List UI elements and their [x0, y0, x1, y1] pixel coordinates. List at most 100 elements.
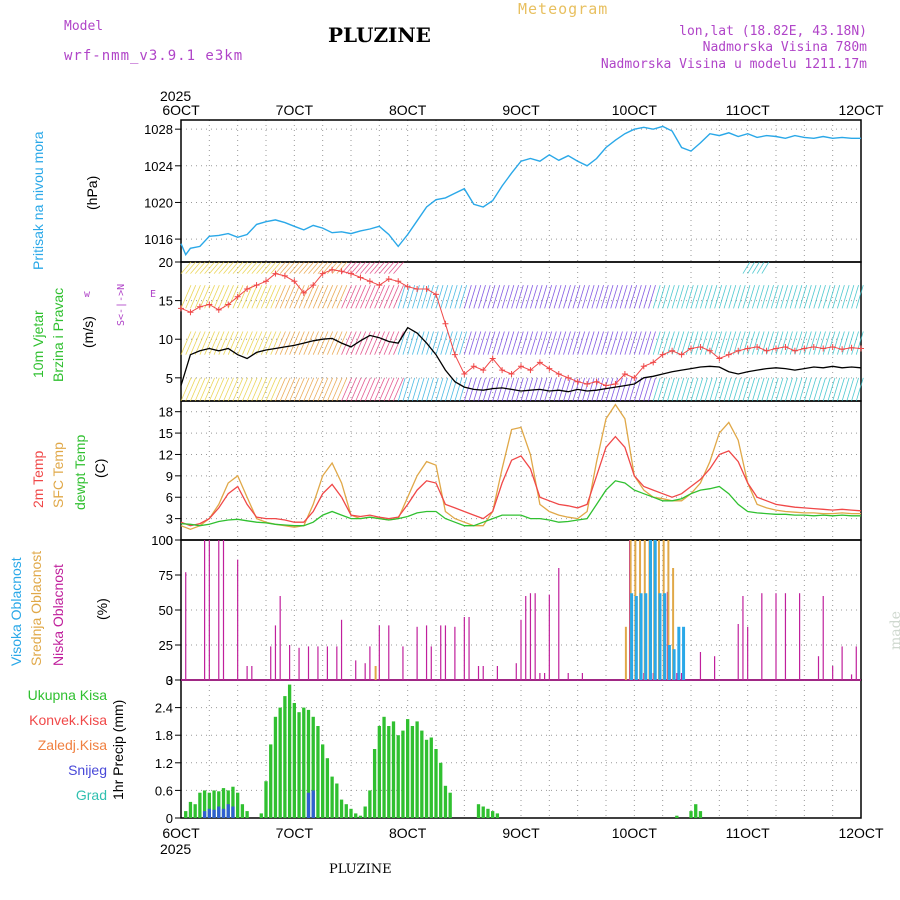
wind-barb	[199, 377, 211, 402]
wind-gust-marker	[366, 278, 373, 285]
wind-barb	[837, 331, 845, 355]
wind-barb	[520, 377, 529, 402]
wind-barb	[534, 331, 543, 355]
wind-barb	[676, 331, 685, 355]
wind-barb	[548, 285, 557, 309]
wind-barb	[473, 285, 482, 309]
wind-barb	[336, 285, 348, 309]
wind-barb	[468, 285, 477, 309]
wind-barb	[397, 331, 406, 355]
wind-barb	[374, 331, 385, 355]
wind-barb	[194, 261, 206, 274]
wind-barb	[331, 261, 343, 274]
wind-barb	[841, 285, 850, 309]
convective-precip-bar	[221, 808, 226, 818]
wind-barb	[676, 285, 685, 309]
total-precip-bar	[401, 730, 405, 818]
wind-barb	[605, 377, 614, 402]
wind-barb	[317, 285, 329, 309]
wind-barb	[383, 377, 395, 402]
wind-gust-marker	[631, 374, 638, 381]
wind-gust-marker	[300, 289, 307, 296]
total-precip-bar	[391, 721, 396, 818]
wind-barb	[558, 331, 567, 355]
wind-gust-marker	[659, 351, 666, 358]
wind-gust-marker	[858, 345, 864, 352]
station-elevation: Nadmorska Visina 780m	[702, 40, 867, 55]
wind-barb	[766, 377, 774, 402]
wind-barb	[667, 331, 675, 355]
wind-barb	[629, 331, 637, 355]
wind-barb	[374, 261, 385, 274]
y-tick-label: 3	[166, 512, 173, 527]
wind-barb	[242, 331, 253, 355]
wind-barb	[185, 377, 197, 402]
total-precip-bar	[415, 721, 419, 818]
wind-barb	[539, 331, 548, 355]
total-precip-bar	[273, 716, 278, 818]
wind-barb	[818, 377, 826, 402]
wind-barb	[577, 285, 586, 309]
wind-barb	[185, 285, 197, 309]
time-tick-top: 10OCT	[612, 102, 658, 118]
wind-barb	[652, 285, 661, 309]
wind-barb	[246, 377, 258, 402]
wind-barb	[397, 377, 406, 402]
convective-precip-bar	[212, 809, 216, 818]
wind-barb	[506, 285, 515, 309]
wind-barb	[279, 261, 291, 274]
wind-barb	[345, 261, 357, 274]
wind-gust-marker	[763, 347, 770, 354]
wind-barb	[728, 331, 737, 355]
wind-barb	[308, 285, 319, 309]
wind-barb	[223, 331, 234, 355]
time-tick-top: 6OCT	[162, 102, 200, 118]
wind-barb	[780, 377, 789, 402]
wind-barb	[855, 331, 864, 355]
wind-barb	[548, 331, 557, 355]
wind-barb	[681, 285, 689, 309]
wind-barb	[648, 331, 656, 355]
wind-barb	[851, 377, 859, 402]
wind-barb	[714, 285, 722, 309]
wind-barb	[591, 331, 600, 355]
wind-barb	[213, 285, 225, 309]
wind-barb	[416, 377, 425, 402]
wind-barb	[284, 377, 296, 402]
wind-barb	[265, 285, 277, 309]
wind-barb	[643, 331, 652, 355]
wind-barb	[279, 285, 291, 309]
wind-barb	[360, 377, 371, 402]
wind-barb	[331, 377, 343, 402]
wind-gust-marker	[565, 374, 572, 381]
wind-barb	[544, 331, 552, 355]
wind-barb	[284, 285, 296, 309]
wind-barb	[841, 377, 850, 402]
wind-barb	[355, 331, 367, 355]
wind-barb	[785, 377, 793, 402]
wind-barb	[752, 261, 760, 274]
wind-gust-marker	[281, 272, 288, 279]
wind-barb	[478, 331, 486, 355]
wind-barb	[482, 285, 491, 309]
wind-speed-line	[180, 326, 862, 393]
wind-barb	[227, 261, 239, 274]
wind-barb	[733, 377, 741, 402]
wind-gust-marker	[187, 309, 194, 316]
wind-barb	[558, 285, 567, 309]
wind-gust-marker	[395, 278, 402, 285]
time-tick-bottom: 10OCT	[612, 825, 658, 841]
wind-barb	[454, 285, 463, 309]
wind-barb	[619, 285, 628, 309]
wind-barb	[388, 261, 400, 274]
wind-barb	[742, 331, 751, 355]
wind-barb	[190, 261, 201, 274]
wind-barb	[275, 377, 286, 402]
y-tick-label: 1.2	[155, 756, 173, 771]
wind-gust-marker	[574, 378, 581, 385]
wind-barb	[449, 285, 458, 309]
wind-barb	[284, 261, 296, 274]
wind-barb	[643, 285, 652, 309]
wind-barb	[275, 331, 286, 355]
convective-precip-bar	[231, 806, 235, 818]
